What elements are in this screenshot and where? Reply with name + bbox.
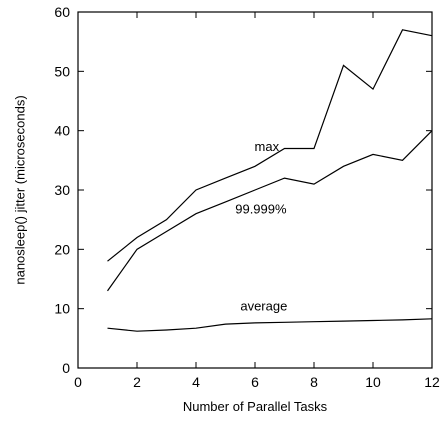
series-lines xyxy=(107,29,433,332)
x-tick-label: 12 xyxy=(424,374,440,390)
axes: 0 2 4 6 8 10 12 0 10 20 30 40 50 60 xyxy=(54,4,440,390)
x-tick-label: 8 xyxy=(310,374,318,390)
x-tick-label: 6 xyxy=(251,374,259,390)
y-tick-label: 60 xyxy=(54,4,70,20)
y-axis-title: nanosleep() jitter (microseconds) xyxy=(13,95,28,284)
series-line-average xyxy=(107,318,433,332)
x-tick-label: 0 xyxy=(74,374,82,390)
y-tick-label: 20 xyxy=(54,241,70,257)
y-tick-label: 10 xyxy=(54,301,70,317)
series-label-average: average xyxy=(240,298,287,313)
y-tick-label: 30 xyxy=(54,182,70,198)
series-line-max xyxy=(107,29,433,262)
y-tick-label: 0 xyxy=(62,360,70,376)
series-label-p99999: 99.999% xyxy=(235,202,287,217)
series-labels: max 99.999% average xyxy=(235,139,287,314)
x-tick-label: 10 xyxy=(365,374,381,390)
series-label-max: max xyxy=(255,139,280,154)
y-tick-label: 50 xyxy=(54,63,70,79)
y-tick-label: 40 xyxy=(54,123,70,139)
x-axis-title: Number of Parallel Tasks xyxy=(183,399,328,414)
x-tick-label: 4 xyxy=(192,374,200,390)
series-line-p99999 xyxy=(107,130,433,292)
x-tick-label: 2 xyxy=(133,374,141,390)
